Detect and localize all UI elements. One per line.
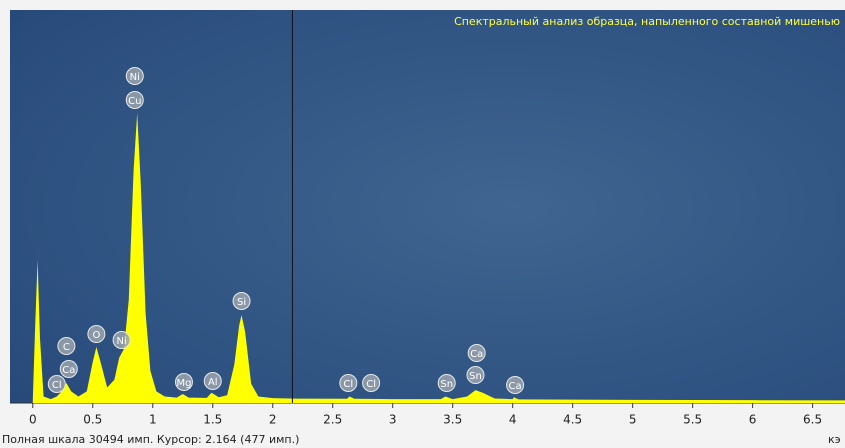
element-label: Ca (468, 345, 485, 362)
element-label-text: Sn (440, 379, 453, 390)
x-tick-label: 1 (149, 413, 157, 427)
x-tick-label: 0 (29, 413, 37, 427)
element-label: C (58, 338, 75, 355)
status-bar: Полная шкала 30494 имп. Курсор: 2.164 (4… (2, 433, 299, 446)
element-label: Ni (113, 332, 130, 349)
element-label-text: Al (208, 377, 218, 388)
element-label-text: Cl (343, 379, 353, 390)
element-label: Ni (126, 68, 143, 85)
element-label: Cl (363, 375, 380, 392)
element-label-text: Cu (128, 96, 141, 107)
element-label: Cl (340, 375, 357, 392)
element-label-text: Sn (469, 371, 482, 382)
element-label: Cl (48, 376, 65, 393)
x-tick-label: 5.5 (683, 413, 702, 427)
element-label: Sn (467, 367, 484, 384)
x-unit: кэ (828, 433, 841, 446)
element-label-text: Ca (470, 349, 483, 360)
chart: Полная шкала 30494 имп. Курсор: 2.164 (4… (0, 0, 845, 448)
x-tick-label: 3 (389, 413, 397, 427)
element-label-text: Ca (62, 365, 75, 376)
element-label: Cu (126, 92, 143, 109)
element-label-text: Ni (130, 72, 140, 83)
element-label: Mg (175, 374, 192, 391)
element-label: Si (233, 293, 250, 310)
x-tick-label: 3.5 (443, 413, 462, 427)
element-label-text: C (63, 342, 70, 353)
element-label: Al (204, 373, 221, 390)
page: {"chart_data": {"type": "area", "title":… (0, 0, 845, 448)
element-label-text: Cl (366, 379, 376, 390)
element-label: O (88, 326, 105, 343)
x-tick-label: 6.5 (803, 413, 822, 427)
element-label-text: Ni (116, 336, 126, 347)
element-label-text: Si (237, 297, 246, 308)
x-tick-label: 0.5 (83, 413, 102, 427)
element-label-text: O (92, 330, 100, 341)
x-tick-label: 2 (269, 413, 277, 427)
element-label: Ca (60, 361, 77, 378)
element-label-text: Cl (52, 380, 62, 391)
element-label-text: Mg (176, 378, 191, 389)
chart-title: Спектральный анализ образца, напыленного… (454, 15, 840, 28)
element-label: Ca (507, 377, 524, 394)
x-tick-label: 4.5 (563, 413, 582, 427)
x-tick-label: 2.5 (323, 413, 342, 427)
element-label: Sn (438, 375, 455, 392)
x-tick-label: 1.5 (203, 413, 222, 427)
x-tick-label: 5 (629, 413, 637, 427)
x-tick-label: 6 (749, 413, 757, 427)
element-label-text: Ca (509, 381, 522, 392)
x-tick-label: 4 (509, 413, 517, 427)
